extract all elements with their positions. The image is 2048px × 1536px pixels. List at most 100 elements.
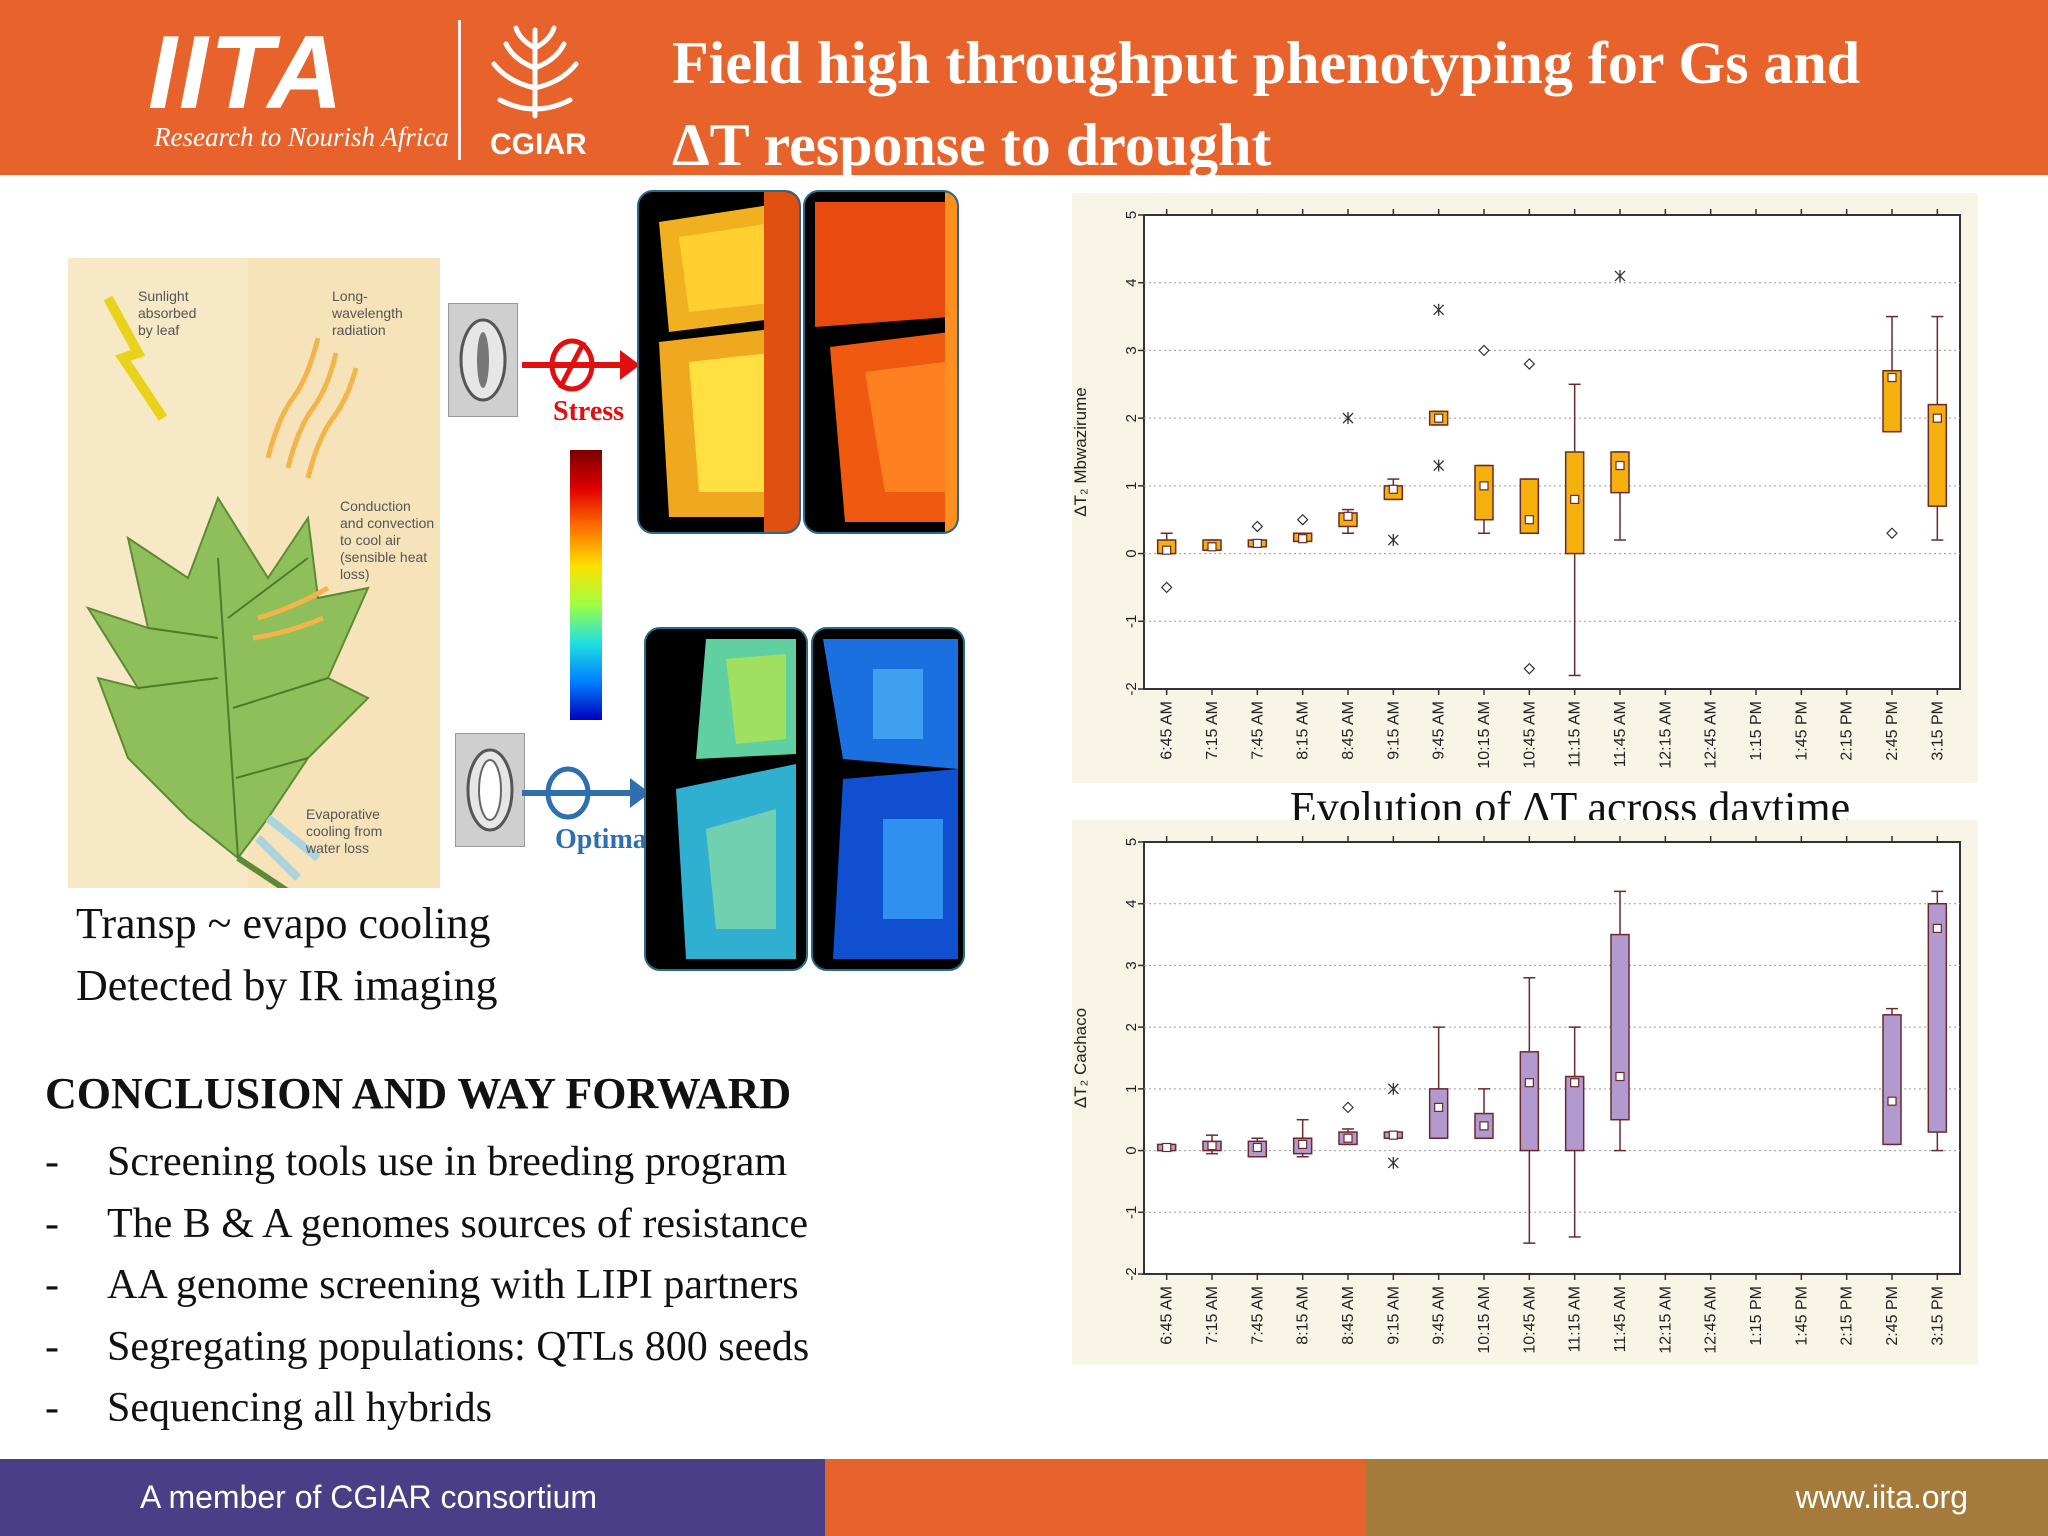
box	[1927, 403, 1948, 507]
cgiar-logo[interactable]: CGIAR	[470, 18, 600, 168]
footer-member-text: A member of CGIAR consortium	[140, 1479, 598, 1515]
median-marker	[1388, 1130, 1398, 1140]
thermal-image-stress-2	[803, 190, 959, 534]
stomata-image-closed	[448, 303, 518, 417]
thermal-colorbar	[570, 450, 602, 720]
x-tick-label: 6:45 AM	[1159, 1286, 1176, 1345]
iita-logo-word: IITA	[148, 15, 345, 131]
illustration-caption: Transp ~ evapo cooling Detected by IR im…	[76, 893, 498, 1017]
footer-right-block: www.iita.org	[1365, 1459, 2048, 1536]
box-chart-mbwazirume: -2 -1 0 1 2 3 4 5 ΔT₂ Mbwazirume 6:45 AM 7:15 AM 7:…	[1072, 209, 1961, 769]
x-tick-label: 3:15 PM	[1929, 1286, 1946, 1346]
list-bullet: -	[45, 1139, 59, 1185]
conclusion-list: - Screening tools use in breeding program…	[45, 1132, 809, 1440]
list-bullet: -	[45, 1385, 59, 1431]
list-item-text: The B & A genomes sources of resistance	[107, 1200, 808, 1247]
median-marker	[1932, 413, 1942, 423]
x-tick-label: 10:15 AM	[1476, 701, 1493, 769]
x-tick-label: 9:15 AM	[1385, 701, 1402, 760]
box-chart-cachaco: -2 -1 0 1 2 3 4 5 ΔT₂ Cachaco 6:45 AM 7:15 AM 7:45 …	[1072, 836, 1961, 1354]
extreme-point	[1387, 1156, 1399, 1169]
median-marker	[1207, 1141, 1217, 1151]
leaf-illustration	[85, 258, 440, 888]
median-marker	[1524, 515, 1534, 525]
iita-logo-tagline: Research to Nourish Africa	[154, 122, 449, 152]
outlier-point	[1296, 513, 1309, 526]
median-marker	[1162, 545, 1172, 555]
list-item-text: Screening tools use in breeding program	[107, 1139, 787, 1185]
x-tick-label: 3:15 PM	[1929, 701, 1946, 761]
stress-label: Stress	[553, 396, 625, 427]
x-tick-label: 11:15 AM	[1567, 1286, 1584, 1352]
x-tick-label: 2:15 PM	[1839, 1286, 1856, 1346]
stomata-image-open	[455, 733, 525, 847]
x-tick-label: 12:45 AM	[1703, 1286, 1720, 1354]
iita-logo[interactable]: IITA Research to Nourish Africa	[140, 18, 460, 168]
x-tick-label: 1:15 PM	[1748, 701, 1765, 761]
y-tick-label: 3	[1123, 961, 1140, 969]
list-bullet: -	[45, 1262, 59, 1308]
median-marker	[1343, 1133, 1353, 1143]
list-item: - Segregating populations: QTLs 800 seeds	[45, 1317, 809, 1379]
median-marker	[1252, 538, 1262, 549]
y-tick-label: 1	[1123, 1085, 1140, 1093]
median-marker	[1343, 511, 1353, 521]
footer-middle-block	[825, 1459, 1365, 1536]
box	[1882, 369, 1902, 433]
y-tick-label: -1	[1123, 615, 1140, 628]
median-marker	[1298, 534, 1308, 544]
y-axis-label: ΔT₂ Mbwazirume	[1072, 387, 1090, 516]
median-marker	[1932, 923, 1942, 934]
x-tick-label: 1:15 PM	[1748, 1286, 1765, 1346]
stress-arrow-icon	[522, 338, 640, 392]
leaf-energy-diagram: Sunlight absorbed by leaf Long-wavelengt…	[68, 258, 440, 888]
x-tick-label: 10:45 AM	[1521, 701, 1538, 769]
illustration-caption-line2: Detected by IR imaging	[76, 961, 498, 1010]
outlier-point	[1523, 358, 1536, 370]
y-tick-label: 1	[1123, 482, 1140, 490]
y-tick-label: -1	[1123, 1206, 1140, 1219]
x-tick-label: 6:45 AM	[1159, 701, 1176, 760]
x-tick-label: 1:45 PM	[1793, 701, 1810, 761]
cgiar-logo-label: CGIAR	[490, 128, 587, 161]
plot-area	[1143, 841, 1961, 1275]
x-tick-label: 8:15 AM	[1295, 701, 1312, 760]
x-tick-label: 11:45 AM	[1612, 701, 1629, 767]
footer-website-link[interactable]: www.iita.org	[1795, 1479, 1969, 1515]
box	[1610, 933, 1630, 1121]
list-item-text: Sequencing all hybrids	[107, 1385, 492, 1431]
x-tick-label: 12:45 AM	[1703, 701, 1720, 769]
optimal-label: Optimal	[555, 824, 655, 855]
extreme-point	[1433, 303, 1445, 316]
cgiar-wheat-icon	[491, 25, 579, 119]
page-title-line2: ΔT response to drought	[672, 112, 1272, 178]
median-marker	[1252, 1142, 1262, 1153]
x-tick-label: 8:45 AM	[1340, 701, 1357, 760]
list-item: - Screening tools use in breeding program	[45, 1132, 809, 1194]
y-tick-label: 0	[1123, 549, 1140, 557]
thermal-image-optimal-2	[811, 627, 965, 971]
y-tick-label: 3	[1123, 346, 1140, 354]
y-tick-label: 4	[1123, 900, 1140, 908]
extreme-point	[1387, 534, 1399, 547]
x-tick-label: 11:45 AM	[1612, 1286, 1629, 1352]
page-title-line1: Field high throughput phenotyping for Gs…	[672, 30, 1861, 96]
page-title: Field high throughput phenotyping for Gs…	[672, 22, 2022, 186]
median-marker	[1615, 1071, 1625, 1082]
y-tick-label: -2	[1123, 1267, 1140, 1280]
thermal-image-optimal-1	[644, 627, 808, 971]
median-marker	[1570, 1078, 1580, 1088]
outlier-point	[1342, 1101, 1354, 1114]
median-marker	[1298, 1139, 1308, 1149]
x-tick-label: 1:45 PM	[1793, 1286, 1810, 1346]
extreme-point	[1342, 412, 1354, 425]
outlier-point	[1886, 527, 1898, 540]
x-tick-label: 12:15 AM	[1657, 701, 1674, 769]
median-marker	[1479, 1121, 1489, 1131]
x-tick-label: 10:45 AM	[1521, 1286, 1538, 1354]
box	[1474, 464, 1494, 521]
x-tick-label: 2:15 PM	[1839, 701, 1856, 761]
y-axis-label: ΔT₂ Cachaco	[1072, 1008, 1090, 1108]
x-tick-label: 7:15 AM	[1204, 1286, 1221, 1345]
extreme-point	[1614, 269, 1626, 282]
